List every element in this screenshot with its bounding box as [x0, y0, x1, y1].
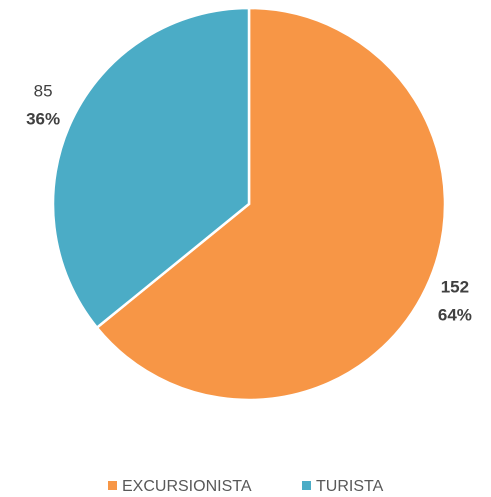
- data-label-percent: 64%: [438, 305, 472, 324]
- data-label-value: 85: [34, 82, 53, 101]
- legend-label: EXCURSIONISTA: [122, 478, 252, 495]
- legend-swatch: [302, 481, 311, 490]
- data-label-percent: 36%: [26, 110, 60, 129]
- legend-label: TURISTA: [316, 478, 384, 495]
- data-label-value: 152: [441, 277, 469, 296]
- pie-slice: [95, 6, 447, 402]
- pie-slice: [51, 6, 251, 330]
- legend-swatch: [108, 481, 117, 490]
